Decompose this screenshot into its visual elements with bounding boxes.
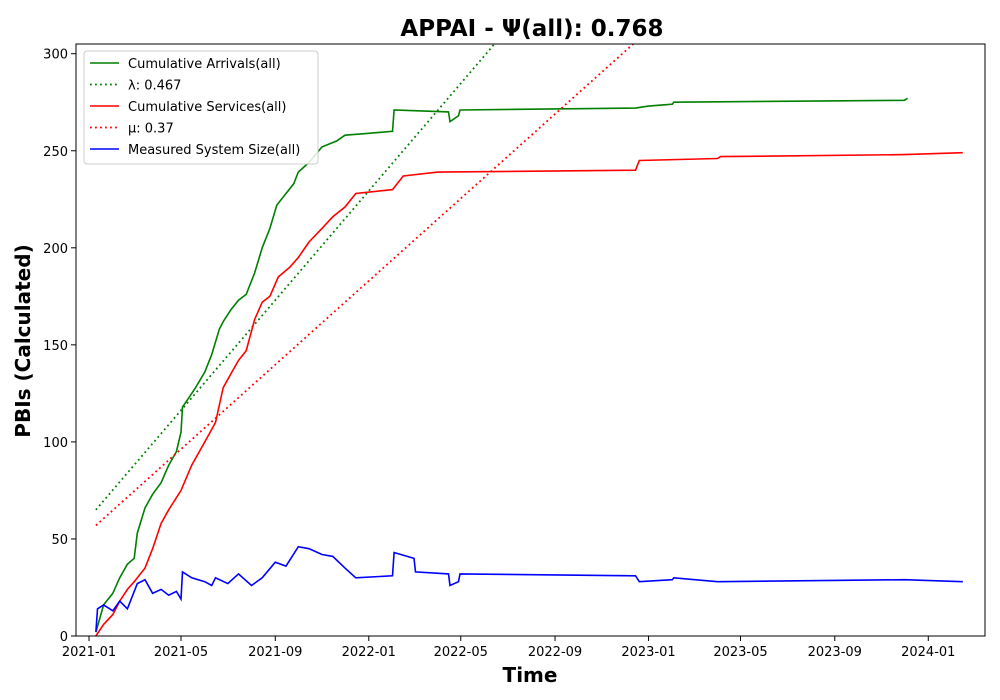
x-tick-label: 2023-01 [621, 645, 675, 660]
legend-frame [83, 50, 319, 165]
x-axis: 2021-01 2021-05 2021-09 2022-01 2022-05 2022-… [62, 636, 955, 660]
legend-label-0-37: μ: 0.37 [128, 122, 174, 137]
plot-area [75, 43, 986, 637]
legend-label-measured-system-size-all: Measured System Size(all) [128, 143, 300, 158]
y-tick-label: 200 [43, 242, 68, 257]
y-tick-label: 150 [43, 339, 68, 354]
y-tick-label: 250 [43, 145, 68, 160]
legend-label-cumulative-arrivals-all: Cumulative Arrivals(all) [128, 57, 281, 72]
series-line-5 [95, 545, 963, 633]
x-tick-label: 2022-09 [528, 645, 582, 660]
legend: Cumulative Arrivals(all) λ: 0.467 Cumulati… [83, 50, 319, 165]
series-line-2 [95, 44, 496, 511]
series-line-1 [95, 97, 909, 633]
x-tick-label: 2023-05 [713, 645, 767, 660]
x-tick-label: 2021-05 [154, 645, 208, 660]
y-tick-label: 0 [60, 630, 68, 645]
y-tick-label: 50 [51, 533, 68, 548]
x-axis-label: Time [503, 663, 558, 687]
y-axis: 0 50 100 150 200 250 300 [43, 48, 76, 645]
legend-label-cumulative-services-all: Cumulative Services(all) [128, 100, 286, 115]
x-tick-label: 2024-01 [901, 645, 955, 660]
x-tick-label: 2023-09 [808, 645, 862, 660]
y-tick-label: 100 [43, 436, 68, 451]
series-line-3 [95, 151, 963, 636]
series-layer [95, 44, 963, 636]
x-tick-label: 2021-01 [62, 645, 116, 660]
y-axis-label: PBIs (Calculated) [11, 244, 35, 437]
plot-frame [75, 43, 986, 637]
y-tick-label: 300 [43, 48, 68, 63]
x-tick-label: 2022-05 [434, 645, 488, 660]
legend-label-0-467: λ: 0.467 [128, 79, 181, 94]
x-tick-label: 2022-01 [342, 645, 396, 660]
x-tick-label: 2021-09 [248, 645, 302, 660]
series-line-4 [95, 44, 634, 527]
chart-title: APPAI - Ψ(all): 0.768 [400, 16, 663, 42]
